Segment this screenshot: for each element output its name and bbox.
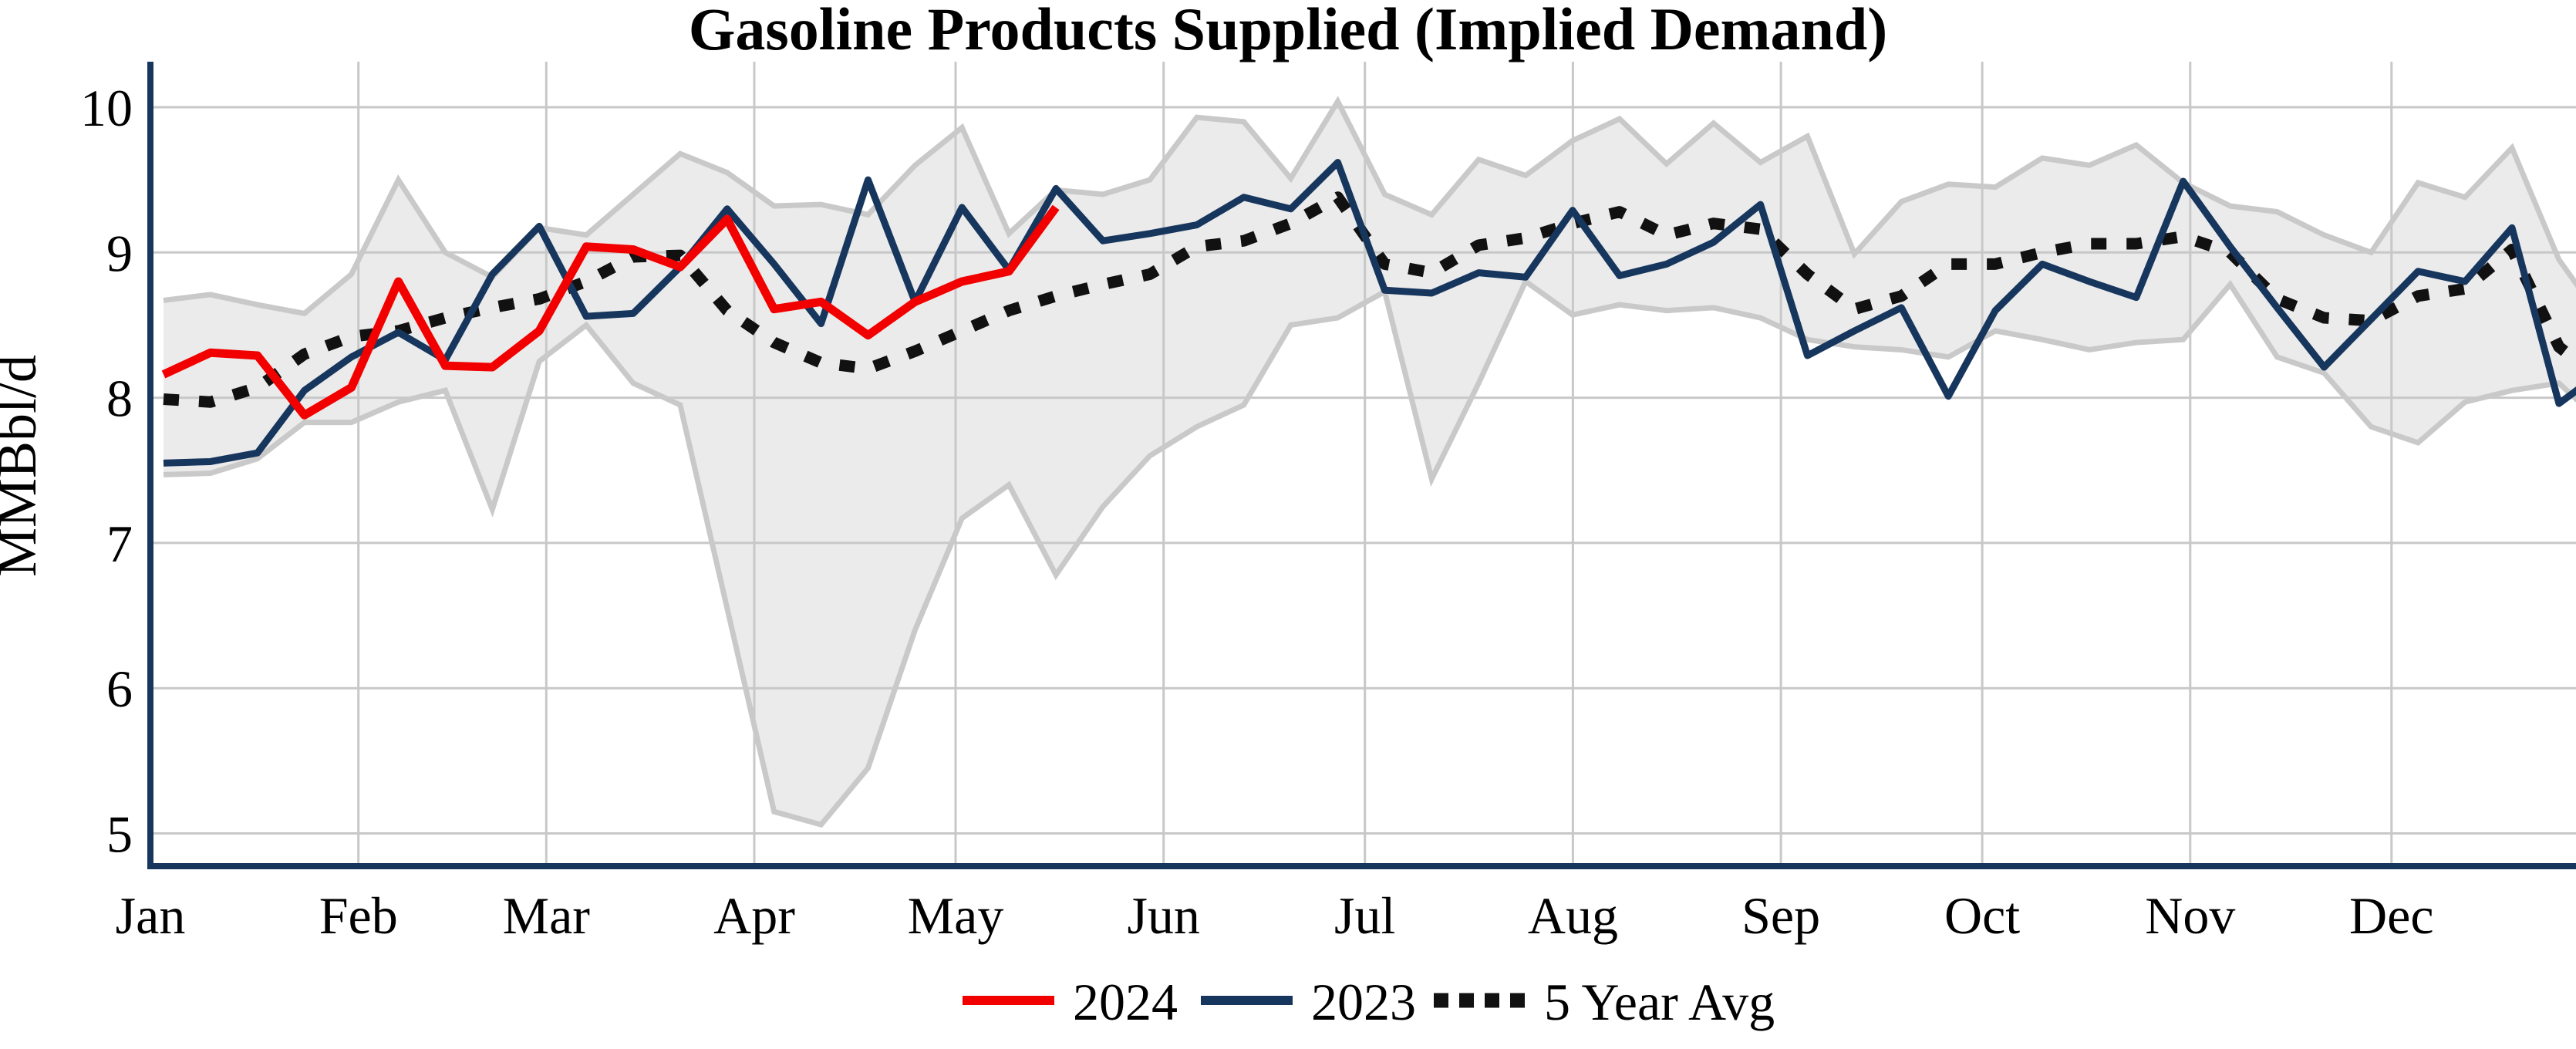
- y-tick-9: 9: [106, 224, 133, 282]
- y-tick-10: 10: [80, 79, 133, 137]
- legend-label-2024: 2024: [1073, 973, 1178, 1031]
- legend-label-2023: 2023: [1311, 973, 1416, 1031]
- x-tick-Nov: Nov: [2145, 886, 2235, 945]
- band-max-line: [163, 96, 2576, 317]
- x-tick-Jun: Jun: [1127, 886, 1199, 945]
- x-tick-Jan: Jan: [116, 886, 186, 945]
- y-tick-8: 8: [106, 369, 133, 428]
- x-tick-Oct: Oct: [1944, 886, 2020, 945]
- x-tick-Apr: Apr: [713, 886, 795, 945]
- gridlines: [149, 62, 2576, 866]
- x-tick-Dec: Dec: [2349, 886, 2433, 945]
- legend-label-5-year-avg: 5 Year Avg: [1544, 973, 1775, 1031]
- y-axis-label: MMBbl/d: [0, 355, 48, 577]
- y-tick-7: 7: [106, 514, 133, 573]
- tick-labels: 10 9 8 7 6 5 Jan Feb Mar Apr May Jun Jul Aug Sep Oct Nov…: [80, 79, 2434, 945]
- legend: 2024 2023 5 Year Avg: [963, 973, 1775, 1031]
- data-series: [161, 159, 2576, 467]
- x-tick-Mar: Mar: [503, 886, 591, 945]
- axis-spines: [147, 62, 2576, 869]
- y-tick-6: 6: [106, 659, 133, 718]
- series-line-2023: [163, 159, 2576, 467]
- x-tick-Aug: Aug: [1528, 886, 1618, 945]
- x-tick-Feb: Feb: [319, 886, 398, 945]
- series-line-2024: [161, 204, 1060, 420]
- x-tick-May: May: [908, 886, 1004, 945]
- band-fill: [164, 101, 2576, 825]
- x-tick-Sep: Sep: [1741, 886, 1820, 945]
- chart-title: Gasoline Products Supplied (Implied Dema…: [689, 0, 1887, 62]
- y-tick-5: 5: [106, 805, 133, 864]
- x-tick-Jul: Jul: [1334, 886, 1395, 945]
- five-year-range-band: [164, 101, 2576, 825]
